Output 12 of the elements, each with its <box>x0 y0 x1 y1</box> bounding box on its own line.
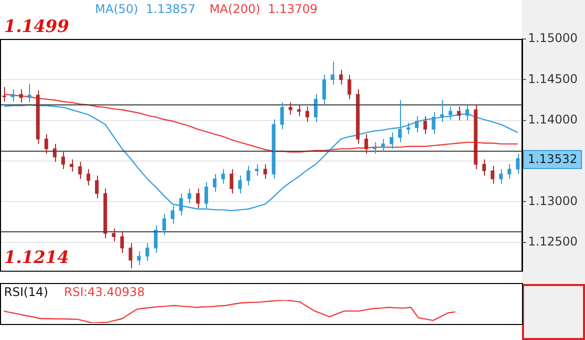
text: 1.1499 <box>4 17 70 37</box>
text: MA(200) 1.13709 <box>209 2 318 16</box>
y-tick-label: 1.12500 <box>528 234 578 248</box>
chart-title: RSI(14) <box>4 285 48 299</box>
y-tick-label: 1.14500 <box>528 72 578 86</box>
y-tick-label: 1.13000 <box>528 194 578 208</box>
text: MA(50) 1.13857 <box>95 2 196 16</box>
annotation: 1.1214 <box>4 248 70 268</box>
text: 1.13532 <box>523 150 582 169</box>
text: RSI:43.40938 <box>64 285 145 299</box>
y-tick-label: 1.14000 <box>528 112 578 126</box>
y-tick-label: 1.15000 <box>528 31 578 46</box>
